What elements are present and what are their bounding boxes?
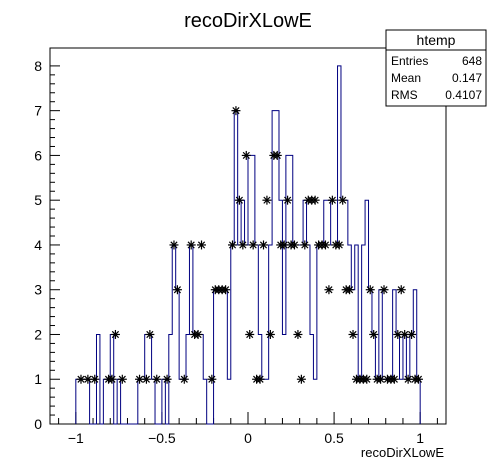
data-point-marker <box>293 329 303 339</box>
x-tick-label: 1 <box>416 430 424 446</box>
y-tick-label: 5 <box>34 192 42 208</box>
stats-rms-value: 0.4107 <box>445 88 482 102</box>
data-point-marker <box>379 285 389 295</box>
data-point-marker <box>345 285 355 295</box>
data-point-marker <box>369 329 379 339</box>
data-point-marker <box>179 374 189 384</box>
data-point-marker <box>296 374 306 384</box>
data-point-marker <box>241 150 251 160</box>
stats-rms-label: RMS <box>391 88 418 102</box>
y-tick-label: 6 <box>34 147 42 163</box>
stats-entries-value: 648 <box>462 54 482 68</box>
data-point-marker <box>262 195 272 205</box>
data-point-marker <box>320 240 330 250</box>
data-point-marker <box>324 285 334 295</box>
data-point-marker <box>76 374 86 384</box>
data-point-marker <box>234 195 244 205</box>
y-tick-label: 3 <box>34 282 42 298</box>
y-tick-label: 8 <box>34 58 42 74</box>
data-point-marker <box>135 374 145 384</box>
stats-mean-value: 0.147 <box>452 71 482 85</box>
data-point-marker <box>193 329 203 339</box>
stats-entries-label: Entries <box>391 54 428 68</box>
stats-mean-label: Mean <box>391 71 421 85</box>
data-point-marker <box>145 329 155 339</box>
data-point-marker <box>258 240 268 250</box>
x-tick-label: 0.5 <box>324 430 344 446</box>
y-tick-label: 0 <box>34 416 42 432</box>
data-point-marker <box>110 329 120 339</box>
data-point-marker <box>396 285 406 295</box>
y-tick-label: 4 <box>34 237 42 253</box>
data-point-marker <box>117 374 127 384</box>
x-tick-label: −0.5 <box>148 430 176 446</box>
data-point-marker <box>169 240 179 250</box>
data-point-marker <box>300 240 310 250</box>
data-point-marker <box>90 374 100 384</box>
data-point-marker <box>362 374 372 384</box>
data-point-marker <box>348 329 358 339</box>
data-point-marker <box>107 374 117 384</box>
y-tick-label: 1 <box>34 371 42 387</box>
x-tick-label: 0 <box>244 430 252 446</box>
data-point-marker <box>389 374 399 384</box>
data-point-marker <box>186 240 196 250</box>
stats-box: htemp Entries 648 Mean 0.147 RMS 0.4107 <box>385 29 487 107</box>
data-point-marker <box>172 285 182 295</box>
data-point-marker <box>272 150 282 160</box>
data-point-marker <box>238 240 248 250</box>
data-point-marker <box>283 195 293 205</box>
stats-box-frame <box>385 29 487 107</box>
data-point-marker <box>207 374 217 384</box>
x-axis-label: recoDirXLowE <box>361 445 444 460</box>
chart-title: recoDirXLowE <box>184 10 312 32</box>
data-point-marker <box>407 329 417 339</box>
data-point-marker <box>255 374 265 384</box>
data-point-marker <box>365 285 375 295</box>
data-point-marker <box>265 329 275 339</box>
data-point-marker <box>334 240 344 250</box>
data-point-marker <box>327 195 337 205</box>
data-point-marker <box>141 374 151 384</box>
data-point-marker <box>228 240 238 250</box>
data-point-marker <box>245 329 255 339</box>
data-point-marker <box>279 240 289 250</box>
y-tick-label: 2 <box>34 326 42 342</box>
data-point-marker <box>310 195 320 205</box>
data-point-marker <box>231 106 241 116</box>
data-point-marker <box>221 285 231 295</box>
data-point-marker <box>248 240 258 250</box>
x-tick-label: −1 <box>68 430 84 446</box>
data-point-marker <box>162 374 172 384</box>
data-point-marker <box>413 374 423 384</box>
data-point-marker <box>289 240 299 250</box>
stats-box-title: htemp <box>417 32 456 48</box>
histogram-markers <box>76 106 423 384</box>
data-point-marker <box>197 240 207 250</box>
data-point-marker <box>338 195 348 205</box>
y-tick-label: 7 <box>34 103 42 119</box>
data-point-marker <box>152 374 162 384</box>
